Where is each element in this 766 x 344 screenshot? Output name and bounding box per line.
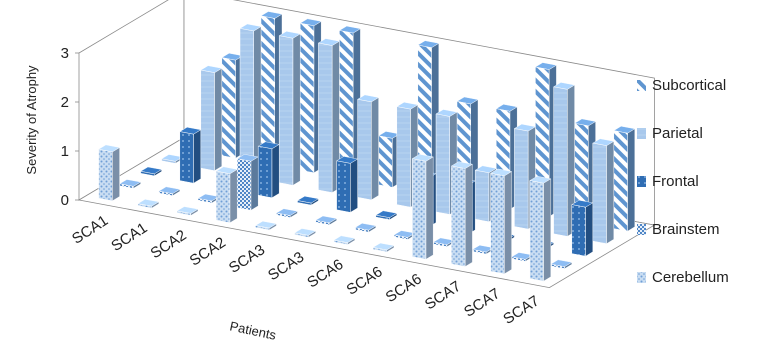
- y-axis-title: Severity of Atrophy: [24, 65, 39, 175]
- bar: [158, 186, 181, 197]
- legend-item: Parietal: [637, 125, 703, 142]
- bar: [275, 208, 298, 218]
- bar: [239, 23, 262, 179]
- legend-label: Brainstem: [652, 221, 720, 238]
- y-tick-label: 1: [61, 143, 69, 160]
- bar: [200, 65, 223, 172]
- bar: [450, 161, 473, 267]
- bar: [137, 199, 160, 209]
- x-tick-label: SCA2: [187, 234, 229, 270]
- bar: [529, 175, 552, 282]
- bar: [221, 52, 244, 159]
- bar: [336, 156, 359, 213]
- legend-label: Subcortical: [652, 77, 726, 94]
- bar: [511, 252, 534, 262]
- legend-swatch: [637, 272, 646, 283]
- bar: [613, 125, 636, 232]
- x-tick-label: SCA7: [422, 278, 464, 314]
- bar: [372, 242, 395, 253]
- bar: [553, 82, 576, 237]
- bar: [278, 31, 301, 186]
- bar: [98, 144, 121, 202]
- legend-label: Cerebellum: [652, 269, 729, 286]
- bar: [179, 126, 202, 184]
- bar: [215, 166, 238, 224]
- x-tick-label: SCA1: [69, 212, 111, 248]
- x-tick-label: SCA6: [304, 256, 346, 292]
- x-tick-label: SCA3: [265, 249, 307, 285]
- bar: [571, 199, 594, 257]
- x-tick-label: SCA6: [383, 270, 425, 306]
- bar: [176, 206, 199, 216]
- bar: [315, 215, 338, 226]
- legend-item: Frontal: [637, 173, 699, 190]
- y-tick-label: 2: [61, 94, 69, 111]
- bar: [296, 195, 319, 206]
- legend-swatch: [637, 176, 646, 187]
- bar: [490, 168, 513, 275]
- bar: [378, 131, 401, 188]
- x-tick-label: SCA2: [147, 227, 189, 263]
- bar: [299, 18, 322, 174]
- x-tick-label: SCA1: [108, 219, 150, 255]
- legend-item: Subcortical: [637, 77, 726, 94]
- bar: [375, 210, 398, 221]
- legend-label: Frontal: [652, 173, 699, 190]
- bar: [550, 259, 573, 270]
- x-tick-label: SCA7: [500, 292, 542, 328]
- bar: [357, 94, 380, 201]
- legend-label: Parietal: [652, 125, 703, 142]
- legend-item: Brainstem: [637, 221, 720, 238]
- x-axis-title: Patients: [228, 318, 278, 343]
- x-tick-label: SCA7: [461, 285, 503, 321]
- bar: [317, 38, 340, 193]
- bar: [257, 141, 280, 199]
- bar: [140, 166, 163, 177]
- bar: [119, 179, 142, 189]
- bars: [98, 11, 636, 282]
- bar: [254, 220, 277, 231]
- legend: Subcortical Parietal Frontal Brainstem Cereb…: [637, 77, 729, 286]
- bar: [294, 228, 317, 238]
- y-tick-label: 3: [61, 45, 69, 62]
- bar: [411, 154, 434, 260]
- bar: [354, 223, 377, 233]
- bar: [236, 154, 259, 211]
- legend-swatch: [637, 224, 646, 235]
- legend-swatch: [637, 80, 646, 91]
- legend-swatch: [637, 128, 646, 139]
- y-tick-label: 0: [61, 192, 69, 209]
- x-tick-label: SCA6: [343, 263, 385, 299]
- bar: [592, 138, 615, 245]
- x-tick-label: SCA3: [226, 241, 268, 277]
- legend-item: Cerebellum: [637, 269, 729, 286]
- bar: [333, 235, 356, 246]
